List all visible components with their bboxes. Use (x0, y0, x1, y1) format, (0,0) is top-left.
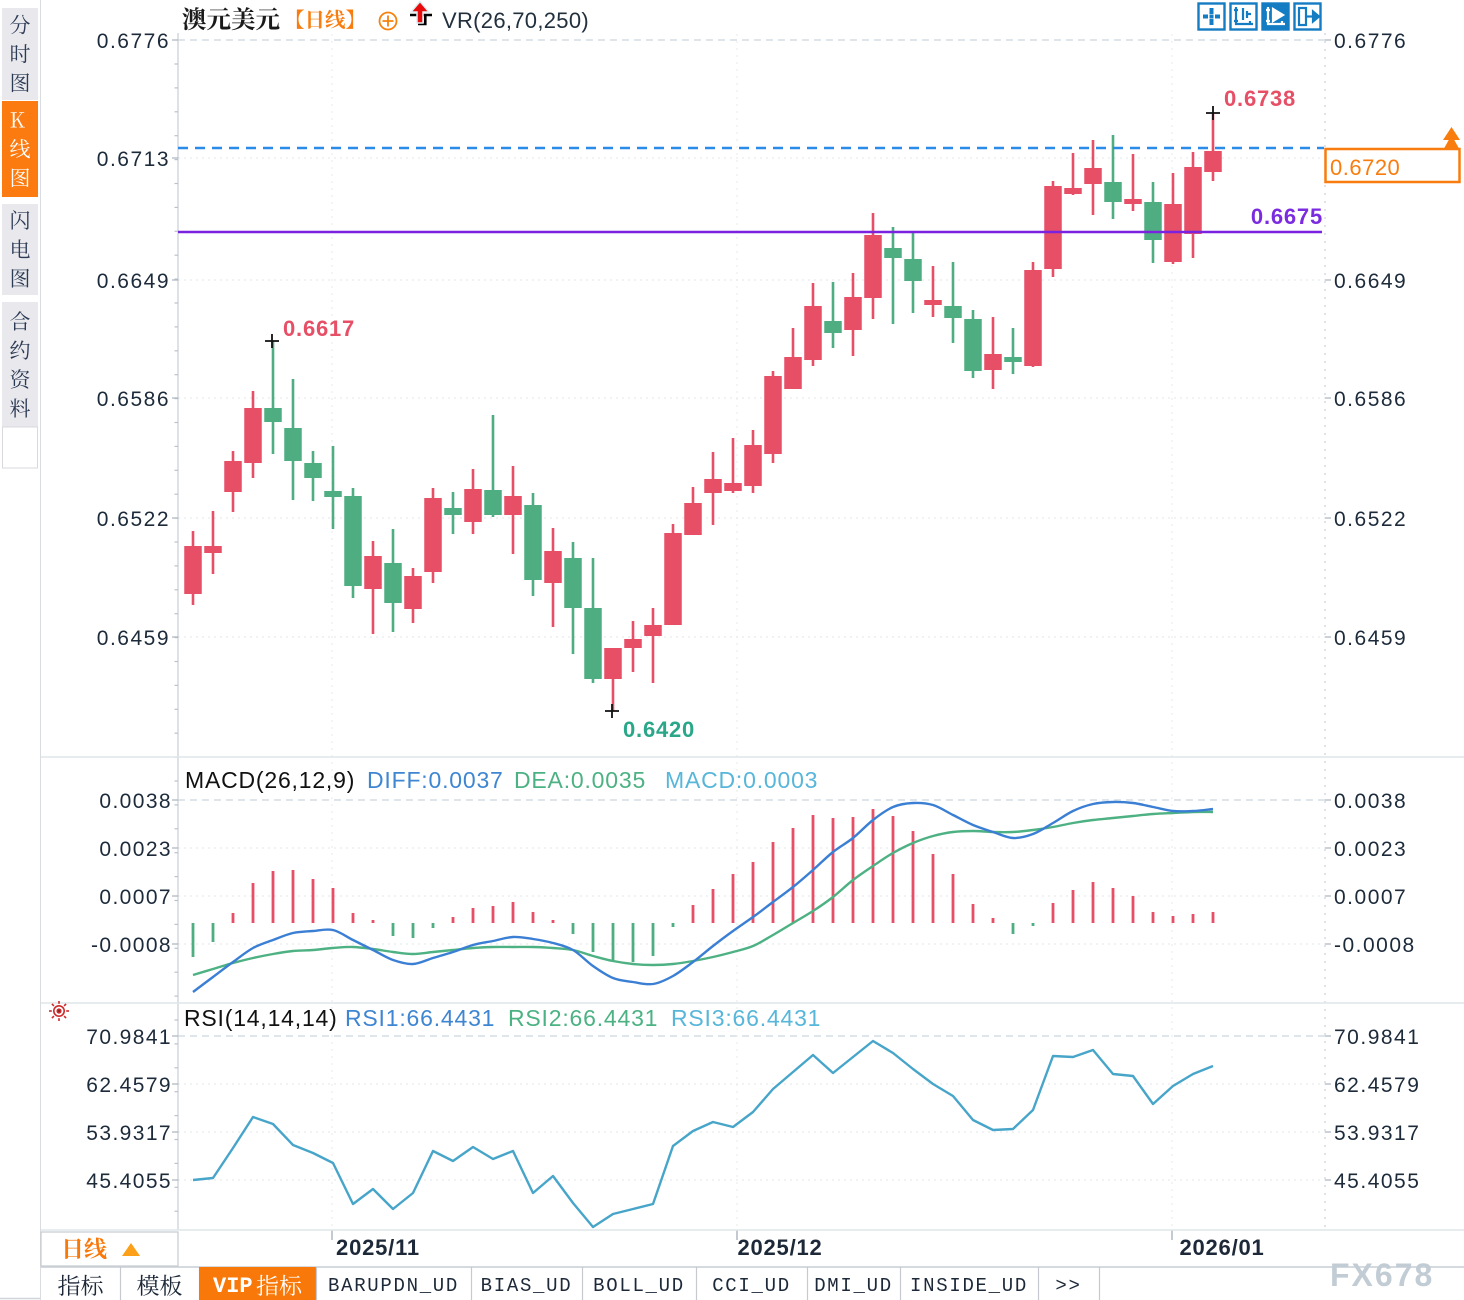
svg-text:0.6776: 0.6776 (1334, 30, 1407, 53)
svg-text:0.6459: 0.6459 (97, 627, 170, 650)
svg-text:2025/11: 2025/11 (336, 1235, 420, 1260)
svg-text:2026/01: 2026/01 (1179, 1235, 1264, 1260)
svg-text:RSI(14,14,14): RSI(14,14,14) (184, 1005, 338, 1031)
svg-text:FX678: FX678 (1330, 1257, 1434, 1293)
svg-text:BIAS_UD: BIAS_UD (481, 1275, 573, 1297)
svg-text:0.0038: 0.0038 (99, 790, 172, 813)
svg-text:BARUPDN_UD: BARUPDN_UD (328, 1275, 459, 1297)
svg-text:BOLL_UD: BOLL_UD (593, 1275, 685, 1297)
svg-text:53.9317: 53.9317 (1334, 1122, 1420, 1145)
svg-text:MACD:0.0003: MACD:0.0003 (665, 767, 818, 793)
svg-text:0.6459: 0.6459 (1334, 627, 1407, 650)
svg-text:0.6649: 0.6649 (1334, 270, 1407, 293)
svg-text:0.6617: 0.6617 (283, 316, 355, 341)
svg-text:0.0023: 0.0023 (99, 838, 172, 861)
svg-text:53.9317: 53.9317 (86, 1122, 172, 1145)
svg-text:INSIDE_UD: INSIDE_UD (910, 1275, 1028, 1297)
svg-text:0.0023: 0.0023 (1334, 838, 1407, 861)
svg-text:0.6420: 0.6420 (623, 717, 695, 742)
svg-text:0.6675: 0.6675 (1251, 204, 1323, 229)
svg-text:-0.0008: -0.0008 (1334, 934, 1416, 957)
svg-text:0.0038: 0.0038 (1334, 790, 1407, 813)
svg-text:>>: >> (1055, 1275, 1081, 1297)
svg-text:0.6586: 0.6586 (1334, 388, 1407, 411)
svg-text:RSI3:66.4431: RSI3:66.4431 (671, 1005, 821, 1031)
svg-text:RSI2:66.4431: RSI2:66.4431 (508, 1005, 658, 1031)
svg-text:45.4055: 45.4055 (1334, 1170, 1420, 1193)
svg-text:0.6586: 0.6586 (97, 388, 170, 411)
svg-text:-0.0008: -0.0008 (91, 934, 172, 957)
svg-text:0.6738: 0.6738 (1224, 86, 1296, 111)
svg-text:70.9841: 70.9841 (1334, 1026, 1420, 1049)
svg-text:62.4579: 62.4579 (1334, 1074, 1420, 1097)
svg-text:DIFF:0.0037: DIFF:0.0037 (367, 767, 504, 793)
svg-text:VIP: VIP (213, 1274, 253, 1299)
svg-text:DEA:0.0035: DEA:0.0035 (514, 767, 646, 793)
svg-text:VR(26,70,250): VR(26,70,250) (442, 8, 589, 33)
svg-text:0.6713: 0.6713 (97, 148, 170, 171)
svg-text:62.4579: 62.4579 (86, 1074, 172, 1097)
svg-text:0.6776: 0.6776 (97, 30, 170, 53)
svg-text:0.6522: 0.6522 (97, 508, 170, 531)
svg-text:DMI_UD: DMI_UD (814, 1275, 893, 1297)
svg-text:0.6649: 0.6649 (97, 270, 170, 293)
svg-text:70.9841: 70.9841 (86, 1026, 172, 1049)
svg-text:RSI1:66.4431: RSI1:66.4431 (345, 1005, 495, 1031)
svg-text:0.6720: 0.6720 (1330, 155, 1400, 180)
svg-text:0.6522: 0.6522 (1334, 508, 1407, 531)
svg-text:CCI_UD: CCI_UD (712, 1275, 791, 1297)
svg-text:0.0007: 0.0007 (1334, 886, 1407, 909)
svg-text:2025/12: 2025/12 (737, 1235, 822, 1260)
svg-text:MACD(26,12,9): MACD(26,12,9) (185, 767, 355, 793)
svg-text:0.0007: 0.0007 (99, 886, 172, 909)
svg-text:45.4055: 45.4055 (86, 1170, 172, 1193)
